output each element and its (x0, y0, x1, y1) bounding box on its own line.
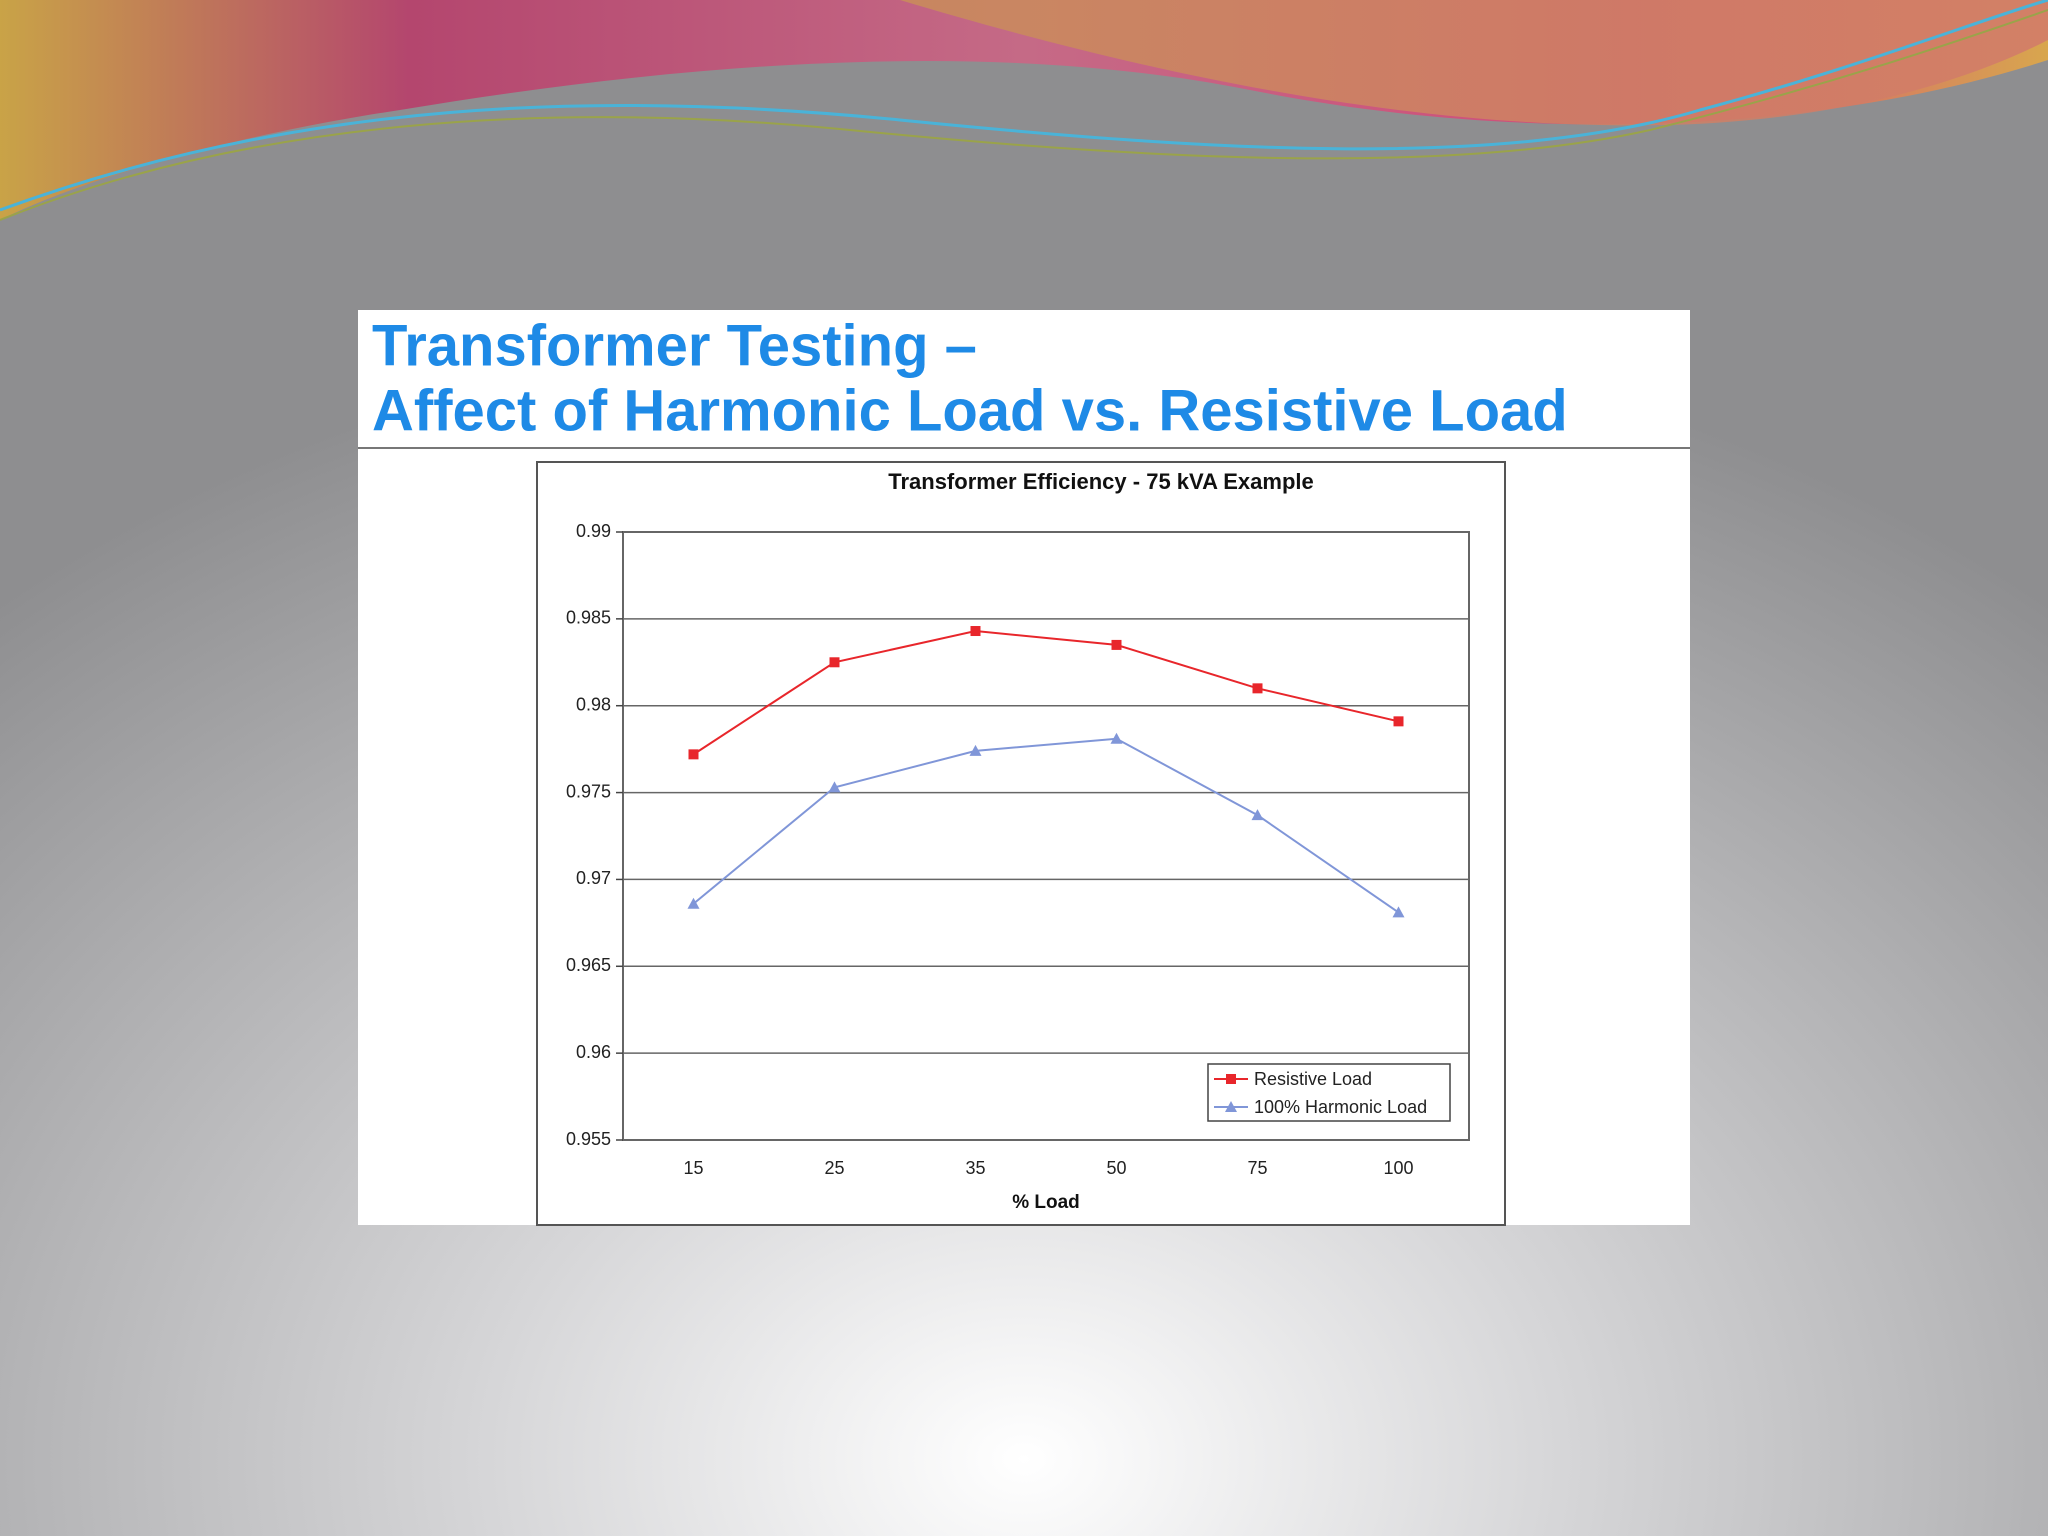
plot-area (622, 531, 1470, 1141)
y-tick-label: 0.97 (576, 868, 611, 888)
data-point (829, 657, 840, 668)
y-tick-label: 0.965 (566, 955, 611, 975)
y-tick-label: 0.975 (566, 781, 611, 801)
x-tick-label: 50 (1106, 1158, 1126, 1178)
y-tick-label: 0.98 (576, 694, 611, 714)
y-tick-label: 0.99 (576, 521, 611, 541)
legend-box (1207, 1063, 1451, 1122)
x-tick-label: 75 (1247, 1158, 1267, 1178)
data-point (1251, 809, 1264, 821)
data-point (969, 744, 982, 756)
data-point (1252, 683, 1263, 694)
data-point (970, 626, 981, 637)
y-tick-label: 0.96 (576, 1042, 611, 1062)
legend-label: 100% Harmonic Load (1254, 1097, 1427, 1117)
y-tick-label: 0.985 (566, 608, 611, 628)
x-tick-label: 100 (1383, 1158, 1413, 1178)
slide-title: Transformer Testing – (372, 313, 977, 378)
header-line (0, 0, 2048, 212)
header-line (0, 9, 2048, 221)
chart-title: Transformer Efficiency - 75 kVA Example (888, 469, 1314, 494)
data-point (1111, 639, 1122, 650)
x-tick-label: 35 (965, 1158, 985, 1178)
data-point (1393, 716, 1404, 727)
x-tick-label: 25 (824, 1158, 844, 1178)
data-point (687, 897, 700, 909)
data-point (688, 749, 699, 760)
data-point (828, 781, 841, 793)
slide-title: Affect of Harmonic Load vs. Resistive Lo… (372, 378, 1568, 443)
x-axis-label: % Load (1012, 1192, 1080, 1213)
series-line (692, 630, 1399, 756)
legend-label: Resistive Load (1254, 1069, 1372, 1089)
x-tick-label: 15 (683, 1158, 703, 1178)
series-line (692, 737, 1400, 914)
data-point (1392, 906, 1405, 918)
y-tick-label: 0.955 (566, 1129, 611, 1149)
legend-marker (1225, 1101, 1237, 1112)
data-point (1110, 732, 1123, 744)
legend: Resistive Load 100% Harmonic Load (1207, 1063, 1451, 1122)
legend-marker (1226, 1074, 1236, 1084)
plot: 0.955 0.96 0.965 0.97 0.975 0.98 0.985 0.99 15 25… (566, 521, 1470, 1178)
